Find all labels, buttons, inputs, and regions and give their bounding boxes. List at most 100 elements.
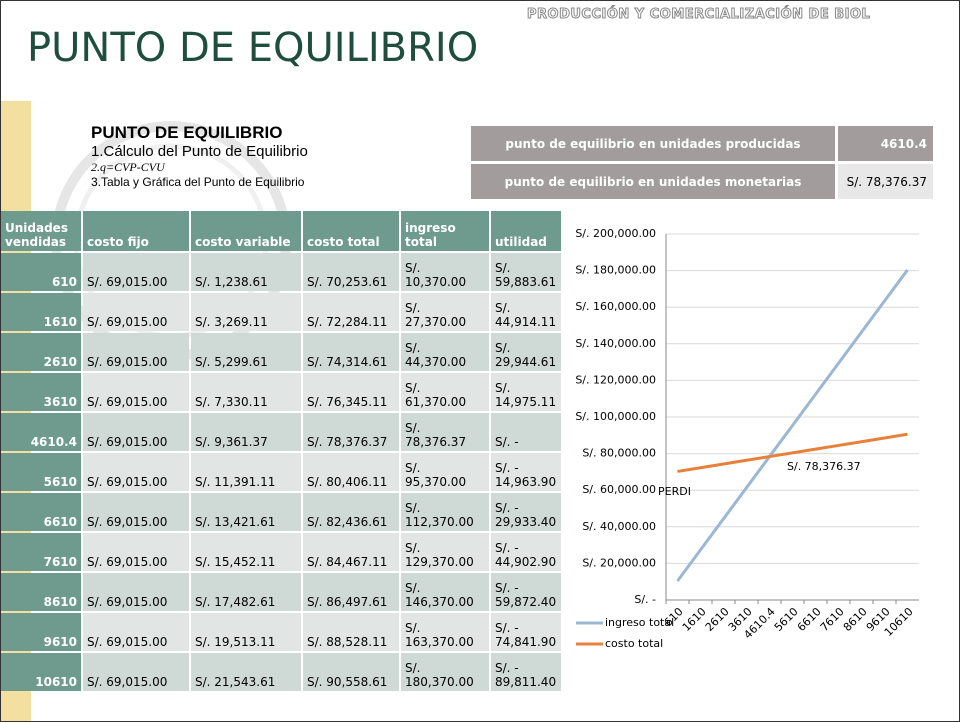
x-tick-label: 2610 xyxy=(703,605,732,634)
table-cell: S/. 5,299.61 xyxy=(191,333,301,371)
table-cell: S/. 72,284.11 xyxy=(303,293,399,331)
table-cell: S/. 74,314.61 xyxy=(303,333,399,371)
column-header: costo fijo xyxy=(83,211,189,251)
table-cell: S/. 69,015.00 xyxy=(83,573,189,611)
table-cell: S/. 44,370.00 xyxy=(401,333,489,371)
row-label: 2610 xyxy=(1,333,81,371)
table-cell: S/. 17,482.61 xyxy=(191,573,301,611)
table-cell: S/. 69,015.00 xyxy=(83,493,189,531)
table-cell: S/. 19,513.11 xyxy=(191,613,301,651)
annotation: PERDI xyxy=(658,485,691,498)
row-label: 4610.4 xyxy=(1,413,81,451)
x-tick-label: 8610 xyxy=(841,605,870,634)
row-label: 7610 xyxy=(1,533,81,571)
column-header: ingreso total xyxy=(401,211,489,251)
table-cell: S/. 69,015.00 xyxy=(83,293,189,331)
table-cell: S/. 69,015.00 xyxy=(83,653,189,691)
column-header: costo variable xyxy=(191,211,301,251)
table-cell: S/. 78,376.37 xyxy=(303,413,399,451)
table-cell: S/. 69,015.00 xyxy=(83,533,189,571)
x-tick-label: 7610 xyxy=(818,605,847,634)
row-label: 3610 xyxy=(1,373,81,411)
table-cell: S/. - 29,933.40 xyxy=(491,493,561,531)
table-cell: S/. 70,253.61 xyxy=(303,253,399,291)
table-cell: S/. 84,467.11 xyxy=(303,533,399,571)
table-cell: S/. 3,269.11 xyxy=(191,293,301,331)
y-tick-label: S/. 120,000.00 xyxy=(575,373,656,386)
summary-label: punto de equilibrio en unidades monetari… xyxy=(471,164,835,199)
table-cell: S/. - 89,811.40 xyxy=(491,653,561,691)
table-cell: S/. 10,370.00 xyxy=(401,253,489,291)
table-cell: S/. 163,370.00 xyxy=(401,613,489,651)
row-label: 6610 xyxy=(1,493,81,531)
y-tick-label: S/. 100,000.00 xyxy=(575,410,656,423)
table-cell: S/. 82,436.61 xyxy=(303,493,399,531)
column-header: utilidad xyxy=(491,211,561,251)
row-label: 1610 xyxy=(1,293,81,331)
column-header: costo total xyxy=(303,211,399,251)
annotation: S/. 78,376.37 xyxy=(787,460,861,473)
table-cell: S/. 180,370.00 xyxy=(401,653,489,691)
table-cell: S/. 69,015.00 xyxy=(83,613,189,651)
slide-title: PUNTO DE EQUILIBRIO xyxy=(27,25,479,71)
table-cell: S/. 78,376.37 xyxy=(401,413,489,451)
table-cell: S/. 69,015.00 xyxy=(83,373,189,411)
table-cell: S/. 13,421.61 xyxy=(191,493,301,531)
x-tick-label: 1610 xyxy=(680,605,709,634)
column-header: Unidades vendidas xyxy=(1,211,81,251)
row-label: 9610 xyxy=(1,613,81,651)
table-cell: S/. 61,370.00 xyxy=(401,373,489,411)
table-cell: S/. 112,370.00 xyxy=(401,493,489,531)
y-tick-label: S/. 180,000.00 xyxy=(575,264,656,277)
series-line xyxy=(676,269,909,582)
table-cell: S/. 95,370.00 xyxy=(401,453,489,491)
table-cell: S/. 44,914.11 xyxy=(491,293,561,331)
table-cell: S/. 14,975.11 xyxy=(491,373,561,411)
row-label: 610 xyxy=(1,253,81,291)
outline-item: 3.Tabla y Gráfica del Punto de Equilibri… xyxy=(91,175,305,189)
y-tick-label: S/. 160,000.00 xyxy=(575,300,656,313)
x-tick-label: 5610 xyxy=(772,605,801,634)
table-cell: S/. 59,883.61 xyxy=(491,253,561,291)
y-tick-label: S/. 60,000.00 xyxy=(582,483,656,496)
table-cell: S/. 15,452.11 xyxy=(191,533,301,571)
table-cell: S/. 88,528.11 xyxy=(303,613,399,651)
outline-item: 1.Cálculo del Punto de Equilibrio xyxy=(91,143,308,160)
table-cell: S/. - xyxy=(491,413,561,451)
table-cell: S/. 76,345.11 xyxy=(303,373,399,411)
y-tick-label: S/. 40,000.00 xyxy=(582,520,656,533)
table-cell: S/. 1,238.61 xyxy=(191,253,301,291)
table-cell: S/. 129,370.00 xyxy=(401,533,489,571)
table-cell: S/. - 59,872.40 xyxy=(491,573,561,611)
summary-value: S/. 78,376.37 xyxy=(838,164,933,199)
table-cell: S/. 9,361.37 xyxy=(191,413,301,451)
kicker: PRODUCCIÓN Y COMERCIALIZACIÓN DE BIOL xyxy=(526,7,871,23)
y-tick-label: S/. - xyxy=(634,593,656,606)
legend-label: costo total xyxy=(605,637,663,650)
outline-item: 2.q=CVP-CVU xyxy=(91,160,165,174)
row-label: 10610 xyxy=(1,653,81,691)
outline-heading: PUNTO DE EQUILIBRIO xyxy=(91,123,283,142)
table-cell: S/. 69,015.00 xyxy=(83,453,189,491)
table-cell: S/. 29,944.61 xyxy=(491,333,561,371)
table-cell: S/. 146,370.00 xyxy=(401,573,489,611)
y-tick-label: S/. 80,000.00 xyxy=(582,447,656,460)
table-cell: S/. 7,330.11 xyxy=(191,373,301,411)
series-line xyxy=(677,432,908,473)
summary-value: 4610.4 xyxy=(838,126,933,161)
y-tick-label: S/. 140,000.00 xyxy=(575,337,656,350)
table-cell: S/. - 74,841.90 xyxy=(491,613,561,651)
table-cell: S/. 69,015.00 xyxy=(83,253,189,291)
outline: PUNTO DE EQUILIBRIO 1.Cálculo del Punto … xyxy=(91,123,308,189)
table-cell: S/. 80,406.11 xyxy=(303,453,399,491)
table-cell: S/. 27,370.00 xyxy=(401,293,489,331)
y-tick-label: S/. 20,000.00 xyxy=(582,556,656,569)
row-label: 8610 xyxy=(1,573,81,611)
table-cell: S/. 86,497.61 xyxy=(303,573,399,611)
table-cell: S/. 21,543.61 xyxy=(191,653,301,691)
table-cell: S/. 69,015.00 xyxy=(83,333,189,371)
table-cell: S/. - 14,963.90 xyxy=(491,453,561,491)
table-cell: S/. 69,015.00 xyxy=(83,413,189,451)
